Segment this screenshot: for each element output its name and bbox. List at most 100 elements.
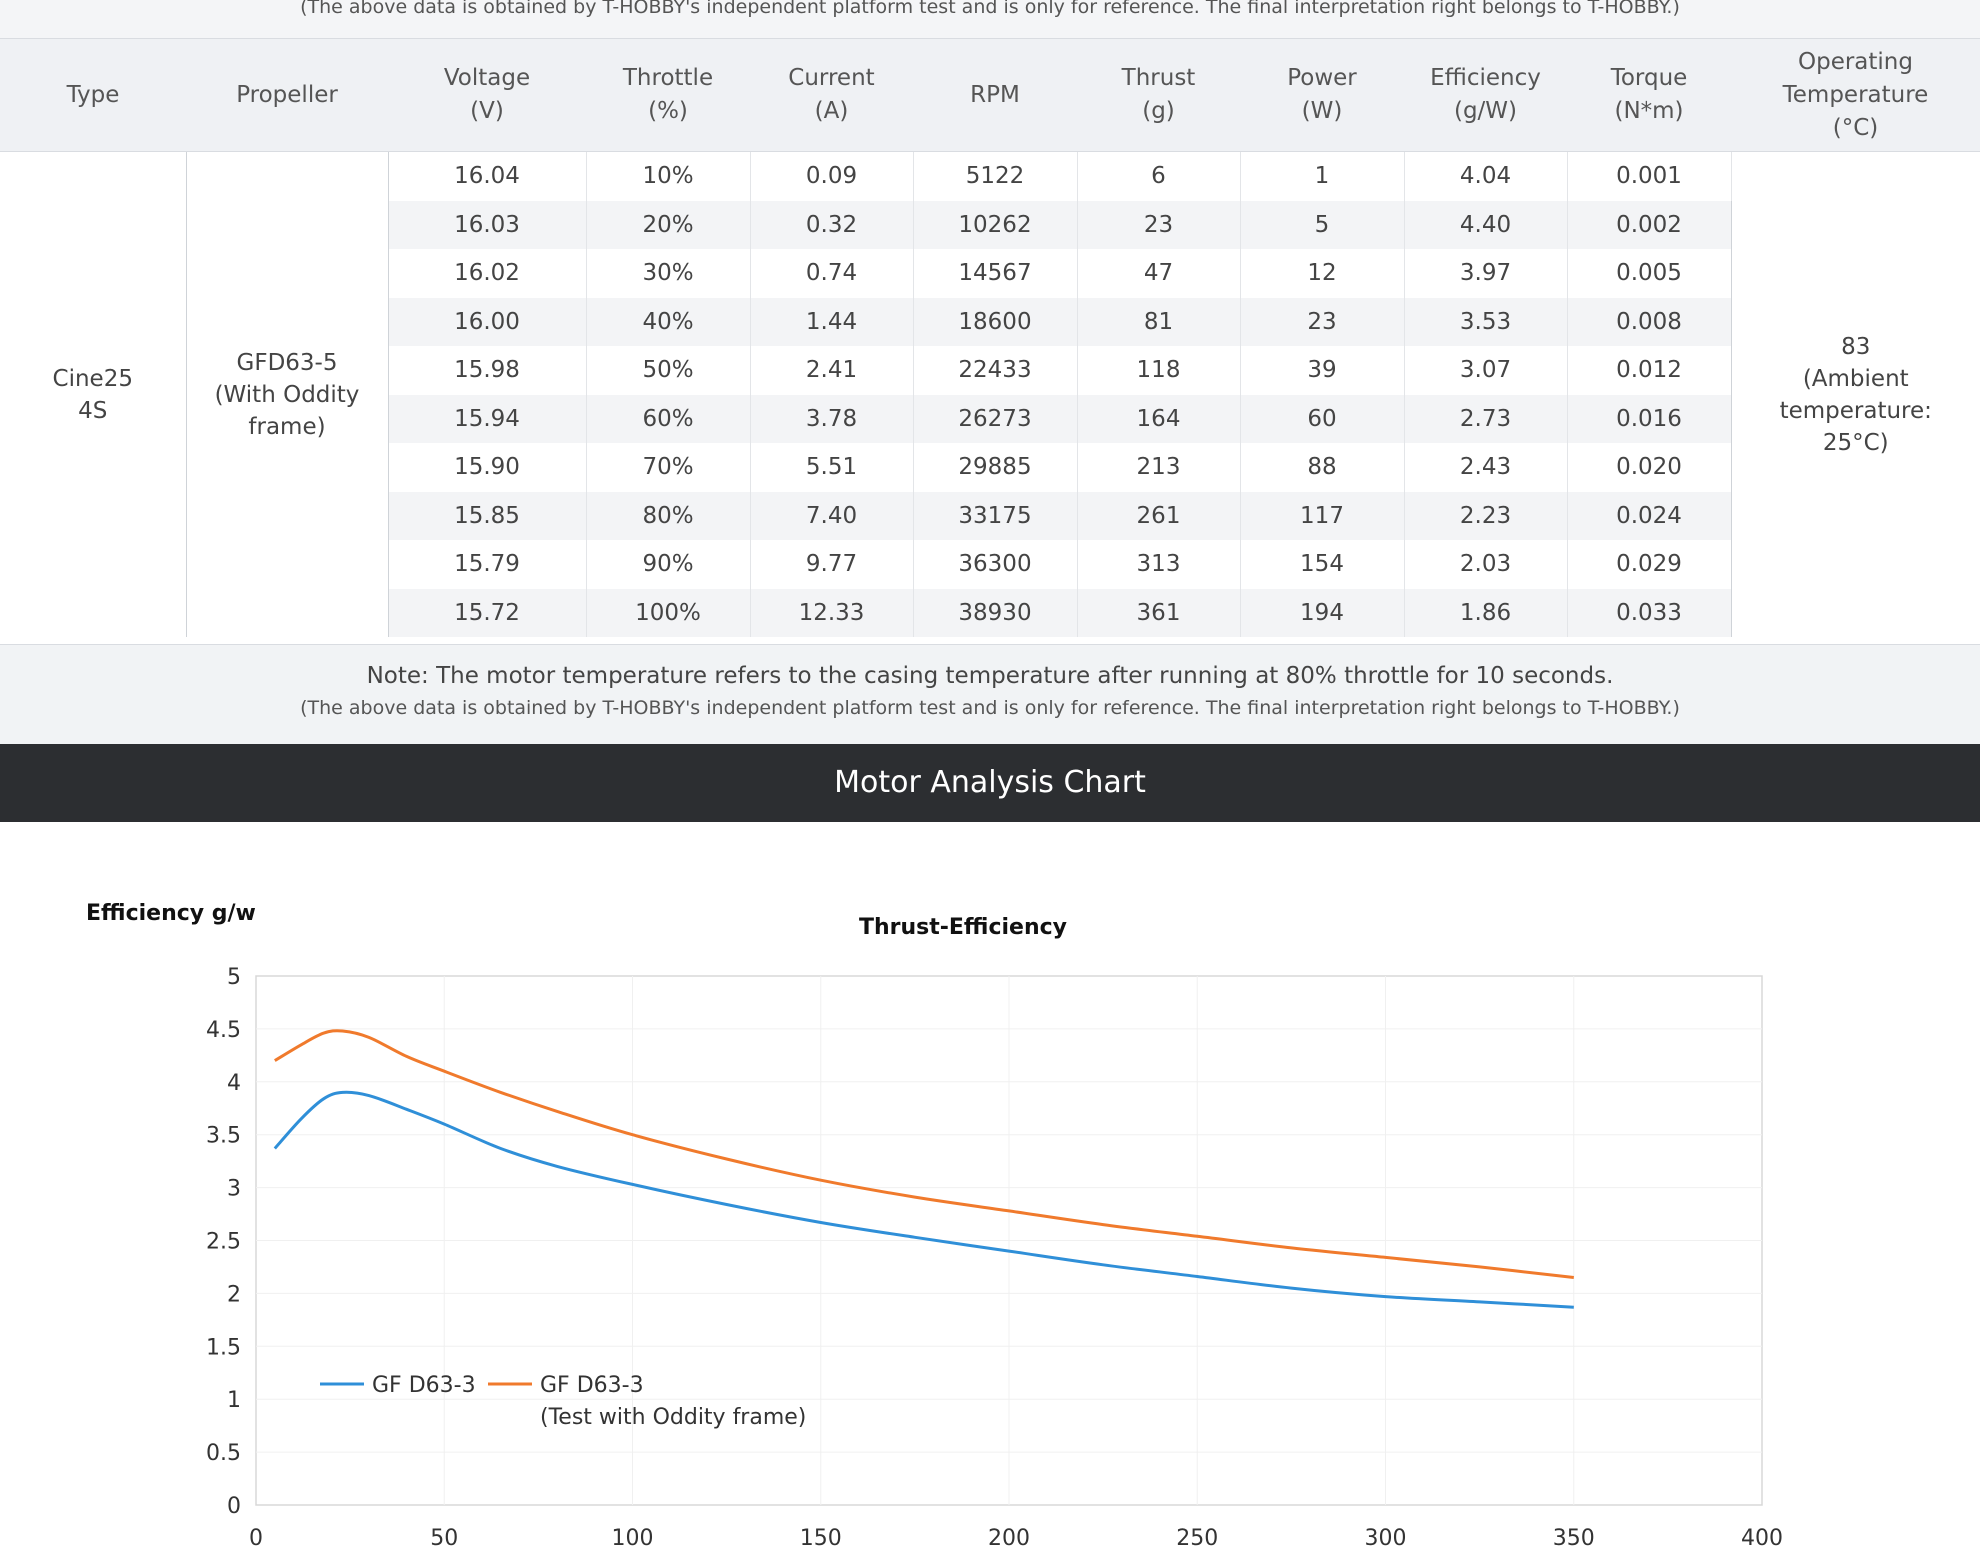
table-cell: 15.85: [388, 491, 587, 540]
x-tick-label: 100: [612, 1526, 654, 1551]
table-row: 16.03 20% 0.32 10262 23 5 4.40 0.002: [0, 200, 1980, 249]
table-cell: 117: [1240, 491, 1405, 540]
chart-svg: 00.511.522.533.544.550 50 100 150 200 250 300 3…: [86, 901, 1783, 1551]
y-tick-label: 3.5: [206, 1124, 241, 1149]
table-header-row: Type Propeller Voltage (V) Throttle (%) …: [0, 38, 1980, 152]
series-line-1: [273, 1090, 1574, 1309]
table-cell: 39: [1240, 346, 1405, 395]
y-tick-label: 4.5: [206, 1018, 241, 1043]
table-cell: 60: [1240, 394, 1405, 443]
table-cell: 2.43: [1404, 443, 1568, 492]
table-cell: 4.04: [1404, 151, 1568, 201]
table-cell: 23: [1240, 297, 1405, 346]
legend-label-2: GF D63-3: [540, 1373, 644, 1398]
table-cell: 0.002: [1567, 200, 1732, 249]
table-cell: 1: [1240, 151, 1405, 201]
table-cell: 40%: [586, 297, 751, 346]
table-cell: 0.029: [1567, 540, 1732, 589]
table-cell: 0.016: [1567, 394, 1732, 443]
chart-title: Thrust-Efficiency: [859, 915, 1067, 940]
table-cell: 5.51: [750, 443, 914, 492]
table-cell: 7.40: [750, 491, 914, 540]
notes-section: Note: The motor temperature refers to th…: [0, 644, 1980, 744]
x-tick-label: 400: [1741, 1526, 1783, 1551]
table-cell: 194: [1240, 588, 1405, 637]
table-cell: 0.09: [750, 151, 914, 201]
x-tick-label: 150: [800, 1526, 842, 1551]
table-cell: 70%: [586, 443, 751, 492]
bottom-disclaimer: (The above data is obtained by T-HOBBY's…: [300, 697, 1680, 719]
table-cell: 1.86: [1404, 588, 1568, 637]
table-cell: 15.94: [388, 394, 587, 443]
table-cell: 0.74: [750, 249, 914, 298]
y-tick-label: 1: [227, 1388, 241, 1413]
table-cell: 164: [1077, 394, 1241, 443]
table-row: Cine25 4S GFD63-5 (With Oddity frame) 16.0…: [0, 151, 1980, 637]
thrust-efficiency-chart: 0 0.5 1 1.5 2 2.5 3 3.5 4 4.5 5 0 50 100 150 200 250 300 3…: [0, 822, 1980, 1558]
table-cell: 81: [1077, 297, 1241, 346]
table-cell: 10262: [913, 200, 1078, 249]
table-cell: 0.020: [1567, 443, 1732, 492]
table-cell: 16.03: [388, 200, 587, 249]
table-cell: 1.44: [750, 297, 914, 346]
table-cell: 22433: [913, 346, 1078, 395]
table-cell: 15.90: [388, 443, 587, 492]
table-cell: 2.23: [1404, 491, 1568, 540]
section-banner: Motor Analysis Chart: [0, 744, 1980, 822]
x-tick-label: 250: [1176, 1526, 1218, 1551]
table-cell: 0.005: [1567, 249, 1732, 298]
table-cell: 3.07: [1404, 346, 1568, 395]
y-tick-label: 0.5: [206, 1441, 241, 1466]
header-current: Current (A): [750, 38, 913, 152]
y-axis-label: Efficiency g/w: [86, 901, 256, 926]
header-temperature: Operating Temperature (°C): [1731, 38, 1980, 152]
table-cell: 5: [1240, 200, 1405, 249]
table-cell: 30%: [586, 249, 751, 298]
series-line-2: [274, 1029, 1574, 1279]
table-row: 15.79 90% 9.77 36300 313 154 2.03 0.029: [0, 540, 1980, 589]
table-cell: 16.04: [388, 151, 587, 201]
table-cell: 90%: [586, 540, 751, 589]
table-cell: 261: [1077, 491, 1241, 540]
header-throttle: Throttle (%): [586, 38, 750, 152]
banner-title: Motor Analysis Chart: [834, 765, 1146, 800]
table-cell: 6: [1077, 151, 1241, 201]
table-cell: 15.79: [388, 540, 587, 589]
table-cell: 14567: [913, 249, 1078, 298]
x-tick-label: 350: [1553, 1526, 1595, 1551]
table-cell: 16.02: [388, 249, 587, 298]
y-tick-label: 2: [227, 1282, 241, 1307]
table-cell: 18600: [913, 297, 1078, 346]
table-cell: 0.012: [1567, 346, 1732, 395]
table-cell: 0.008: [1567, 297, 1732, 346]
table-cell: 10%: [586, 151, 751, 201]
type-cell: Cine25 4S: [0, 151, 187, 637]
table-cell: 0.033: [1567, 588, 1732, 637]
table-cell: 0.001: [1567, 151, 1732, 201]
table-cell: 2.73: [1404, 394, 1568, 443]
table-cell: 3.78: [750, 394, 914, 443]
x-tick-label: 200: [988, 1526, 1030, 1551]
table-row: 15.90 70% 5.51 29885 213 88 2.43 0.020: [0, 443, 1980, 492]
table-row: 16.02 30% 0.74 14567 47 12 3.97 0.005: [0, 249, 1980, 298]
table-row: 15.72 100% 12.33 38930 361 194 1.86 0.033: [0, 588, 1980, 637]
y-tick-label: 3: [227, 1177, 241, 1202]
table-cell: 16.00: [388, 297, 587, 346]
table-cell: 29885: [913, 443, 1078, 492]
table-cell: 47: [1077, 249, 1241, 298]
table-cell: 12.33: [750, 588, 914, 637]
table-cell: 20%: [586, 200, 751, 249]
y-tick-label: 0: [227, 1494, 241, 1519]
table-cell: 50%: [586, 346, 751, 395]
table-cell: 213: [1077, 443, 1241, 492]
legend-label-2: (Test with Oddity frame): [540, 1405, 806, 1430]
x-tick-label: 300: [1365, 1526, 1407, 1551]
table-row: 16.00 40% 1.44 18600 81 23 3.53 0.008: [0, 297, 1980, 346]
x-tick-label: 50: [430, 1526, 458, 1551]
table-cell: 118: [1077, 346, 1241, 395]
table-cell: 33175: [913, 491, 1078, 540]
table-cell: 26273: [913, 394, 1078, 443]
table-cell: 12: [1240, 249, 1405, 298]
table-row: 15.98 50% 2.41 22433 118 39 3.07 0.012: [0, 346, 1980, 395]
legend-label-1: GF D63-3: [372, 1373, 476, 1398]
